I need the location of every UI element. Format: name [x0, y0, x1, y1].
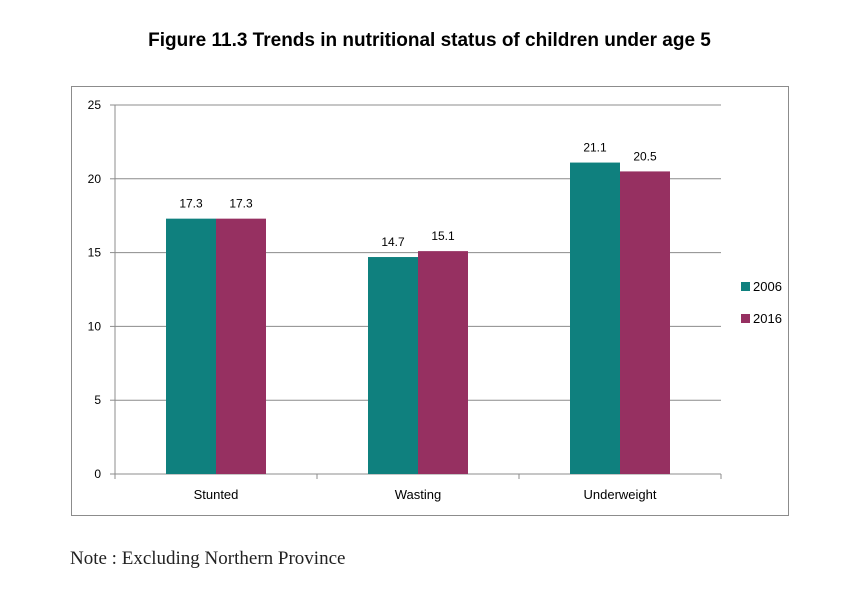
x-tick-label: Stunted	[194, 487, 239, 502]
chart-frame	[71, 86, 789, 516]
data-label: 15.1	[431, 229, 455, 243]
bar-2006-underweight	[570, 162, 620, 474]
x-tick-label: Wasting	[395, 487, 441, 502]
y-tick-label: 5	[94, 393, 101, 407]
chart-title: Figure 11.3 Trends in nutritional status…	[148, 30, 711, 51]
legend-swatch-2016	[741, 314, 750, 323]
y-tick-label: 25	[88, 98, 102, 112]
y-tick-label: 15	[88, 246, 102, 260]
bar-2006-wasting	[368, 257, 418, 474]
bar-2016-underweight	[620, 171, 670, 475]
y-tick-label: 0	[94, 467, 101, 481]
legend-swatch-2006	[741, 282, 750, 291]
data-label: 21.1	[583, 141, 607, 155]
y-tick-label: 20	[88, 172, 102, 186]
bar-2016-wasting	[418, 251, 468, 474]
x-tick-label: Underweight	[584, 487, 657, 502]
legend-label: 2006	[753, 279, 782, 294]
legend-label: 2016	[753, 311, 782, 326]
data-label: 20.5	[633, 149, 657, 163]
data-label: 14.7	[381, 235, 405, 249]
data-label: 17.3	[229, 197, 253, 211]
bar-2016-stunted	[216, 218, 266, 474]
bar-2006-stunted	[166, 218, 216, 474]
chart-note: Note : Excluding Northern Province	[70, 548, 346, 569]
data-label: 17.3	[179, 197, 203, 211]
y-tick-label: 10	[88, 319, 102, 333]
bar-chart: 0 5 10 15 20 25 17.3 17.3 Stunted 14.7 15.1 Wasting…	[88, 98, 782, 502]
